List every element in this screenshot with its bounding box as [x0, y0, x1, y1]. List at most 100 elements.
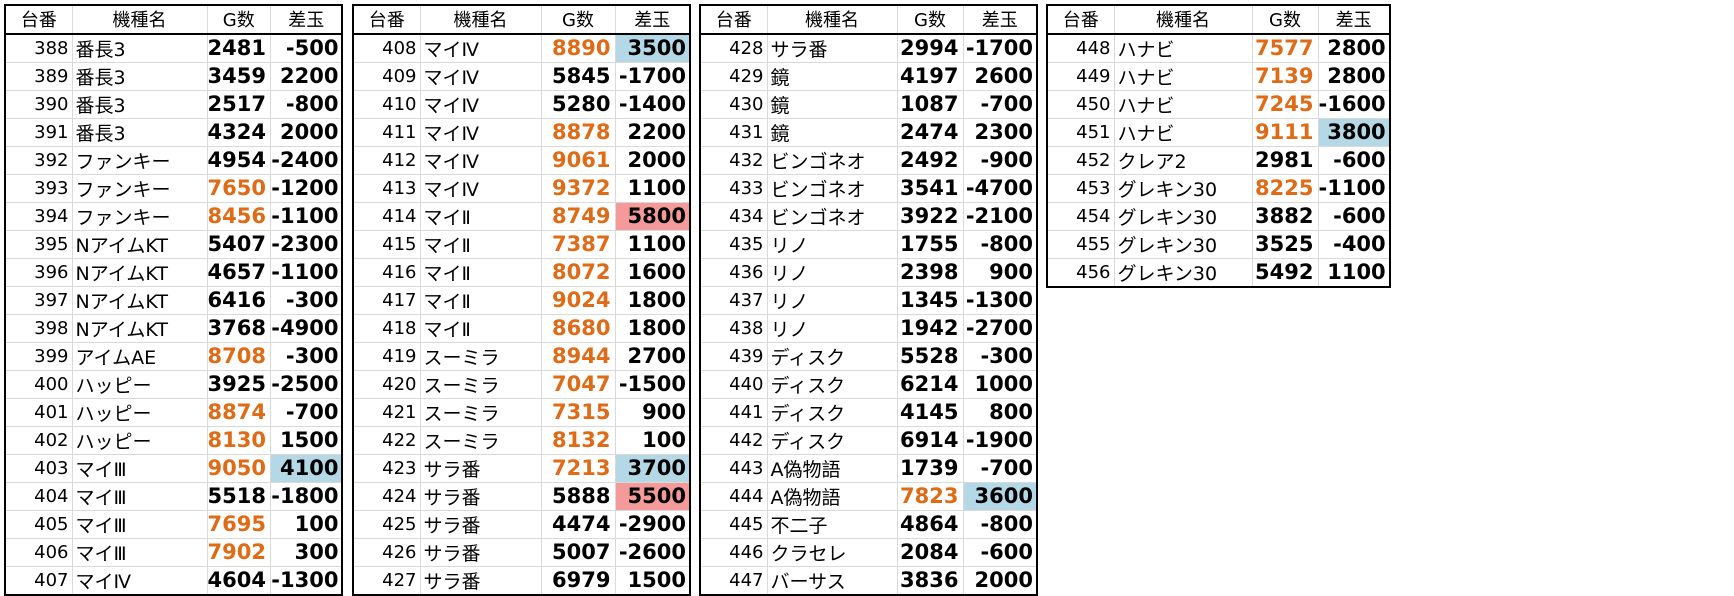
coin-diff-cell: -4900 [270, 314, 342, 343]
machine-number-cell: 419 [354, 342, 421, 371]
table-row: 450 ハナビ 7245 -1600 [1048, 90, 1389, 119]
table-row: 429 鏡 4197 2600 [701, 62, 1036, 91]
coin-diff-cell: -700 [270, 398, 342, 427]
data-table: 台番 機種名 G数 差玉 428 サラ番 2994 -1700 429 鏡 4197 2600… [701, 6, 1036, 594]
machine-number-cell: 397 [6, 286, 73, 315]
table-row: 427 サラ番 6979 1500 [354, 566, 689, 594]
table-row: 395 NアイムKT 5407 -2300 [6, 230, 342, 259]
coin-diff-cell: -300 [963, 342, 1036, 371]
table-row: 390 番長3 2517 -800 [6, 90, 342, 119]
machine-number-cell: 430 [701, 90, 768, 119]
header-games: G数 [207, 6, 271, 35]
machine-name-cell: ファンキー [72, 146, 208, 175]
machine-name-cell: グレキン30 [1114, 230, 1253, 259]
game-count-cell: 3882 [1252, 202, 1319, 231]
machine-name-cell: サラ番 [420, 454, 542, 483]
coin-diff-cell: -1900 [963, 426, 1036, 455]
machine-number-cell: 413 [354, 174, 421, 203]
header-num: 台番 [354, 6, 421, 35]
game-count-cell: 4474 [541, 510, 616, 539]
table-row: 455 グレキン30 3525 -400 [1048, 230, 1389, 259]
machine-number-cell: 390 [6, 90, 73, 119]
machine-number-cell: 447 [701, 566, 768, 594]
machine-number-cell: 418 [354, 314, 421, 343]
table-row: 430 鏡 1087 -700 [701, 90, 1036, 119]
coin-diff-cell: -600 [1318, 146, 1389, 175]
game-count-cell: 3459 [207, 62, 271, 91]
game-count-cell: 2084 [897, 538, 964, 567]
table-row: 435 リノ 1755 -800 [701, 230, 1036, 259]
game-count-cell: 3525 [1252, 230, 1319, 259]
game-count-cell: 6914 [897, 426, 964, 455]
game-count-cell: 5280 [541, 90, 616, 119]
machine-number-cell: 402 [6, 426, 73, 455]
machine-name-cell: ハナビ [1114, 62, 1253, 91]
table-row: 433 ビンゴネオ 3541 -4700 [701, 174, 1036, 203]
table-block-4: 台番 機種名 G数 差玉 448 ハナビ 7577 2800 449 ハナビ 7139 280… [1046, 4, 1391, 288]
machine-name-cell: ファンキー [72, 174, 208, 203]
game-count-cell: 4324 [207, 118, 271, 147]
table-row: 442 ディスク 6914 -1900 [701, 426, 1036, 455]
machine-name-cell: バーサス [767, 566, 898, 594]
table-row: 434 ビンゴネオ 3922 -2100 [701, 202, 1036, 231]
machine-number-cell: 443 [701, 454, 768, 483]
machine-number-cell: 436 [701, 258, 768, 287]
table-row: 388 番長3 2481 -500 [6, 33, 342, 63]
machine-name-cell: NアイムKT [72, 314, 208, 343]
game-count-cell: 5407 [207, 230, 271, 259]
machine-number-cell: 424 [354, 482, 421, 511]
machine-name-cell: ディスク [767, 426, 898, 455]
coin-diff-cell: -2300 [270, 230, 342, 259]
machine-number-cell: 449 [1048, 62, 1115, 91]
game-count-cell: 5518 [207, 482, 271, 511]
coin-diff-cell: -700 [963, 90, 1036, 119]
table-row: 456 グレキン30 5492 1100 [1048, 258, 1389, 286]
machine-number-cell: 450 [1048, 90, 1115, 119]
machine-name-cell: ハナビ [1114, 118, 1253, 147]
game-count-cell: 8708 [207, 342, 271, 371]
header-diff: 差玉 [615, 6, 689, 35]
machine-name-cell: 番長3 [72, 90, 208, 119]
machine-name-cell: マイⅡ [420, 202, 542, 231]
game-count-cell: 9050 [207, 454, 271, 483]
machine-number-cell: 411 [354, 118, 421, 147]
machine-number-cell: 423 [354, 454, 421, 483]
machine-number-cell: 444 [701, 482, 768, 511]
header-row: 台番 機種名 G数 差玉 [354, 6, 689, 35]
table-row: 451 ハナビ 9111 3800 [1048, 118, 1389, 147]
game-count-cell: 6979 [541, 566, 616, 594]
game-count-cell: 7245 [1252, 90, 1319, 119]
coin-diff-cell: -300 [270, 342, 342, 371]
game-count-cell: 8749 [541, 202, 616, 231]
machine-name-cell: マイⅢ [72, 510, 208, 539]
header-diff: 差玉 [1318, 6, 1389, 35]
coin-diff-cell: 2000 [615, 146, 689, 175]
game-count-cell: 7823 [897, 482, 964, 511]
machine-name-cell: ビンゴネオ [767, 174, 898, 203]
machine-number-cell: 427 [354, 566, 421, 594]
table-row: 400 ハッピー 3925 -2500 [6, 370, 342, 399]
header-games: G数 [897, 6, 964, 35]
machine-number-cell: 417 [354, 286, 421, 315]
coin-diff-cell: -1500 [615, 370, 689, 399]
table-row: 423 サラ番 7213 3700 [354, 454, 689, 483]
machine-name-cell: NアイムKT [72, 286, 208, 315]
machine-name-cell: ハッピー [72, 370, 208, 399]
table-row: 404 マイⅢ 5518 -1800 [6, 482, 342, 511]
game-count-cell: 1739 [897, 454, 964, 483]
machine-number-cell: 407 [6, 566, 73, 594]
game-count-cell: 8874 [207, 398, 271, 427]
game-count-cell: 2481 [207, 33, 271, 63]
game-count-cell: 4145 [897, 398, 964, 427]
table-row: 440 ディスク 6214 1000 [701, 370, 1036, 399]
table-row: 399 アイムAE 8708 -300 [6, 342, 342, 371]
header-num: 台番 [1048, 6, 1115, 35]
game-count-cell: 8072 [541, 258, 616, 287]
header-num: 台番 [6, 6, 73, 35]
game-count-cell: 4197 [897, 62, 964, 91]
game-count-cell: 8132 [541, 426, 616, 455]
machine-name-cell: 不二子 [767, 510, 898, 539]
machine-number-cell: 454 [1048, 202, 1115, 231]
coin-diff-cell: 5800 [615, 202, 689, 231]
header-num: 台番 [701, 6, 768, 35]
